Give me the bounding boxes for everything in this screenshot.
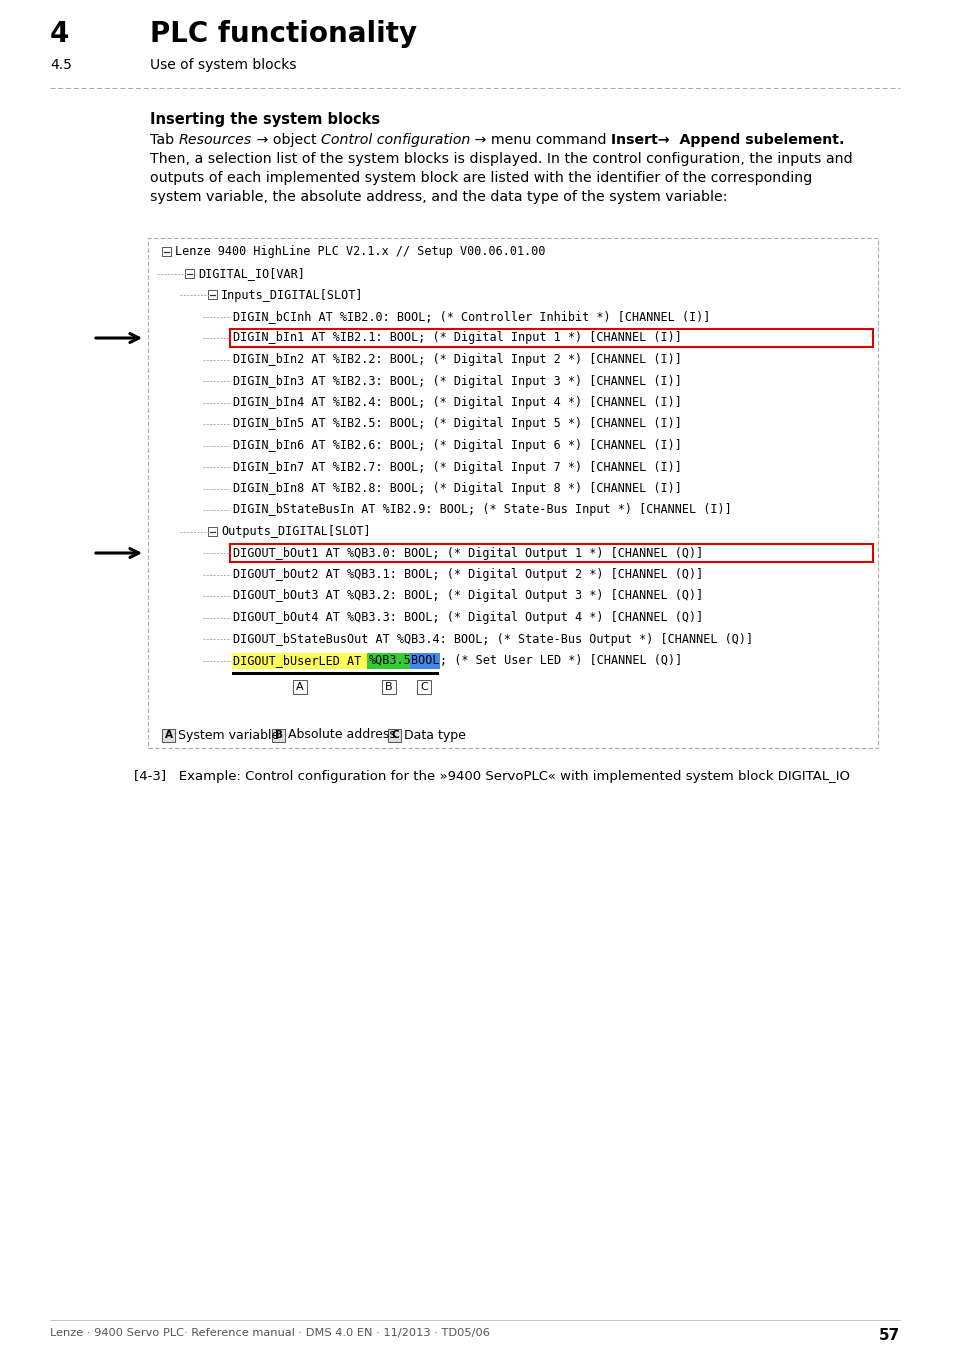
Text: Control configuration: Control configuration [320,134,470,147]
Text: DIGOUT_bOut2 AT %QB3.1: BOOL; (* Digital Output 2 *) [CHANNEL (Q)]: DIGOUT_bOut2 AT %QB3.1: BOOL; (* Digital… [233,568,702,580]
Text: DIGIN_bIn2 AT %IB2.2: BOOL; (* Digital Input 2 *) [CHANNEL (I)]: DIGIN_bIn2 AT %IB2.2: BOOL; (* Digital I… [233,352,681,366]
Text: DIGOUT_bOut1 AT %QB3.0: BOOL; (* Digital Output 1 *) [CHANNEL (Q)]: DIGOUT_bOut1 AT %QB3.0: BOOL; (* Digital… [233,547,702,559]
Bar [230,329,872,347]
Text: Tab: Tab [150,134,178,147]
Bar [410,671,438,675]
Bar [367,652,411,668]
Text: 4.5: 4.5 [50,58,71,72]
Text: DIGOUT_bStateBusOut AT %QB3.4: BOOL; (* State-Bus Output *) [CHANNEL (Q)]: DIGOUT_bStateBusOut AT %QB3.4: BOOL; (* … [233,633,752,645]
Text: System variable: System variable [178,729,279,741]
Text: DIGIN_bIn7 AT %IB2.7: BOOL; (* Digital Input 7 *) [CHANNEL (I)]: DIGIN_bIn7 AT %IB2.7: BOOL; (* Digital I… [233,460,681,474]
Bar [208,290,216,298]
Bar [185,269,193,278]
Text: DIGIN_bIn3 AT %IB2.3: BOOL; (* Digital Input 3 *) [CHANNEL (I)]: DIGIN_bIn3 AT %IB2.3: BOOL; (* Digital I… [233,374,681,387]
Text: ; (* Set User LED *) [CHANNEL (Q)]: ; (* Set User LED *) [CHANNEL (Q)] [439,653,681,667]
Bar [148,238,877,748]
Text: DIGIN_bIn4 AT %IB2.4: BOOL; (* Digital Input 4 *) [CHANNEL (I)]: DIGIN_bIn4 AT %IB2.4: BOOL; (* Digital I… [233,396,681,409]
Text: Data type: Data type [404,729,466,741]
Bar [232,652,368,668]
Text: Lenze 9400 HighLine PLC V2.1.x // Setup V00.06.01.00: Lenze 9400 HighLine PLC V2.1.x // Setup … [174,246,545,258]
Text: A: A [295,682,303,691]
Text: BOOL: BOOL [411,653,439,667]
Text: DIGIN_bIn1 AT %IB2.1: BOOL; (* Digital Input 1 *) [CHANNEL (I)]: DIGIN_bIn1 AT %IB2.1: BOOL; (* Digital I… [233,332,681,344]
Text: A: A [164,730,172,740]
Text: DIGIN_bIn5 AT %IB2.5: BOOL; (* Digital Input 5 *) [CHANNEL (I)]: DIGIN_bIn5 AT %IB2.5: BOOL; (* Digital I… [233,417,681,431]
Text: Inputs_DIGITAL[SLOT]: Inputs_DIGITAL[SLOT] [221,289,363,301]
Text: PLC functionality: PLC functionality [150,20,416,49]
Bar [232,671,367,675]
Text: Resources: Resources [178,134,252,147]
Bar [388,729,401,742]
Text: DIGIN_bStateBusIn AT %IB2.9: BOOL; (* State-Bus Input *) [CHANNEL (I)]: DIGIN_bStateBusIn AT %IB2.9: BOOL; (* St… [233,504,731,517]
Text: DIGOUT_bUserLED AT: DIGOUT_bUserLED AT [233,653,368,667]
Text: Insert→  Append subelement.: Insert→ Append subelement. [611,134,844,147]
Bar [416,679,431,694]
Text: [4-3]   Example: Control configuration for the »9400 ServoPLC« with implemented : [4-3] Example: Control configuration for… [133,769,849,783]
Text: DIGOUT_bOut4 AT %QB3.3: BOOL; (* Digital Output 4 *) [CHANNEL (Q)]: DIGOUT_bOut4 AT %QB3.3: BOOL; (* Digital… [233,612,702,624]
Text: → object: → object [252,134,320,147]
Text: Use of system blocks: Use of system blocks [150,58,296,72]
Text: 4: 4 [50,20,70,49]
Text: %QB3.5: %QB3.5 [368,653,411,667]
Bar [273,729,285,742]
Bar [162,247,171,256]
Text: C: C [420,682,428,691]
Text: Then, a selection list of the system blocks is displayed. In the control configu: Then, a selection list of the system blo… [150,153,852,204]
Text: Outputs_DIGITAL[SLOT]: Outputs_DIGITAL[SLOT] [221,525,370,539]
Text: B: B [274,730,283,740]
Bar [162,729,174,742]
Text: DIGIN_bCInh AT %IB2.0: BOOL; (* Controller Inhibit *) [CHANNEL (I)]: DIGIN_bCInh AT %IB2.0: BOOL; (* Controll… [233,310,710,323]
Text: C: C [391,730,398,740]
Text: DIGIN_bIn8 AT %IB2.8: BOOL; (* Digital Input 8 *) [CHANNEL (I)]: DIGIN_bIn8 AT %IB2.8: BOOL; (* Digital I… [233,482,681,495]
Bar [410,652,439,668]
Bar [293,679,306,694]
Text: → menu command: → menu command [470,134,611,147]
Bar [367,671,410,675]
Text: DIGIN_bIn6 AT %IB2.6: BOOL; (* Digital Input 6 *) [CHANNEL (I)]: DIGIN_bIn6 AT %IB2.6: BOOL; (* Digital I… [233,439,681,452]
Text: DIGITAL_IO[VAR]: DIGITAL_IO[VAR] [198,267,305,279]
Text: DIGOUT_bOut3 AT %QB3.2: BOOL; (* Digital Output 3 *) [CHANNEL (Q)]: DIGOUT_bOut3 AT %QB3.2: BOOL; (* Digital… [233,590,702,602]
Bar [381,679,395,694]
Text: Absolute address: Absolute address [288,729,395,741]
Text: B: B [384,682,392,691]
Text: Inserting the system blocks: Inserting the system blocks [150,112,379,127]
Bar [208,526,216,536]
Bar [230,544,872,562]
Text: 57: 57 [878,1328,899,1343]
Text: Lenze · 9400 Servo PLC· Reference manual · DMS 4.0 EN · 11/2013 · TD05/06: Lenze · 9400 Servo PLC· Reference manual… [50,1328,489,1338]
